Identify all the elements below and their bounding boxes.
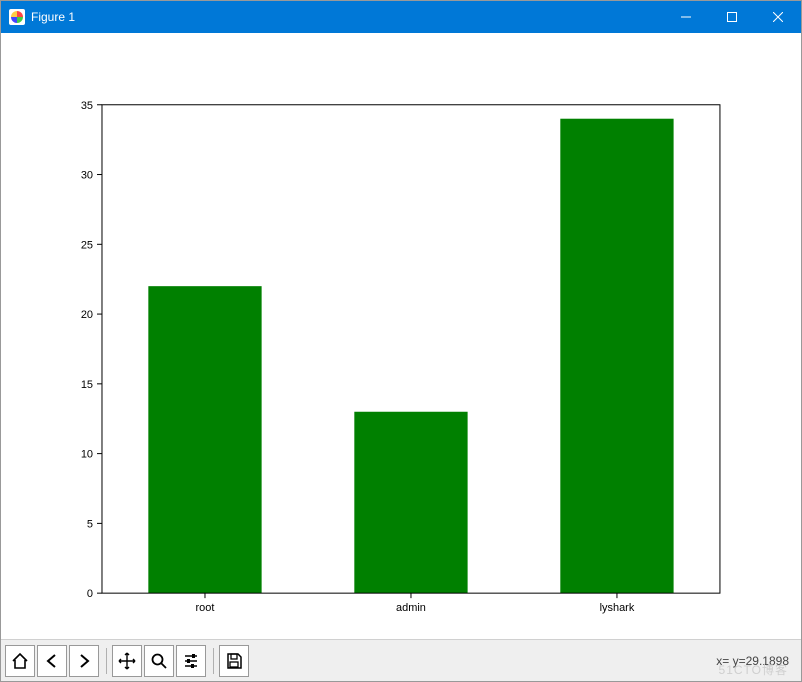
back-button[interactable] (37, 645, 67, 677)
minimize-button[interactable] (663, 1, 709, 33)
forward-button[interactable] (69, 645, 99, 677)
maximize-icon (727, 12, 737, 22)
svg-text:15: 15 (81, 379, 93, 391)
app-window: Figure 1 0 5 10 15 20 25 30 35 root admin lyshark (0, 0, 802, 682)
svg-text:lyshark: lyshark (600, 602, 635, 614)
svg-text:root: root (196, 602, 215, 614)
svg-text:10: 10 (81, 449, 93, 461)
bar-chart: 0 5 10 15 20 25 30 35 root admin lyshark (1, 33, 801, 639)
home-button[interactable] (5, 645, 35, 677)
close-button[interactable] (755, 1, 801, 33)
figure-canvas[interactable]: 0 5 10 15 20 25 30 35 root admin lyshark (1, 33, 801, 639)
pan-icon (118, 652, 136, 670)
svg-text:0: 0 (87, 588, 93, 600)
svg-text:35: 35 (81, 100, 93, 112)
titlebar: Figure 1 (1, 1, 801, 33)
maximize-button[interactable] (709, 1, 755, 33)
save-button[interactable] (219, 645, 249, 677)
minimize-icon (681, 12, 691, 22)
zoom-button[interactable] (144, 645, 174, 677)
svg-text:admin: admin (396, 602, 426, 614)
app-icon (9, 9, 25, 25)
window-title: Figure 1 (31, 10, 75, 24)
configure-button[interactable] (176, 645, 206, 677)
configure-icon (182, 652, 200, 670)
back-icon (43, 652, 61, 670)
svg-text:25: 25 (81, 239, 93, 251)
pan-button[interactable] (112, 645, 142, 677)
save-icon (225, 652, 243, 670)
svg-text:5: 5 (87, 518, 93, 530)
toolbar-separator (106, 648, 107, 674)
zoom-icon (150, 652, 168, 670)
forward-icon (75, 652, 93, 670)
cursor-status: x= y=29.1898 (716, 654, 789, 668)
svg-text:20: 20 (81, 309, 93, 321)
home-icon (11, 652, 29, 670)
toolbar-separator (213, 648, 214, 674)
close-icon (773, 12, 783, 22)
toolbar: x= y=29.1898 51CTO博客 (1, 639, 801, 681)
svg-text:30: 30 (81, 170, 93, 182)
